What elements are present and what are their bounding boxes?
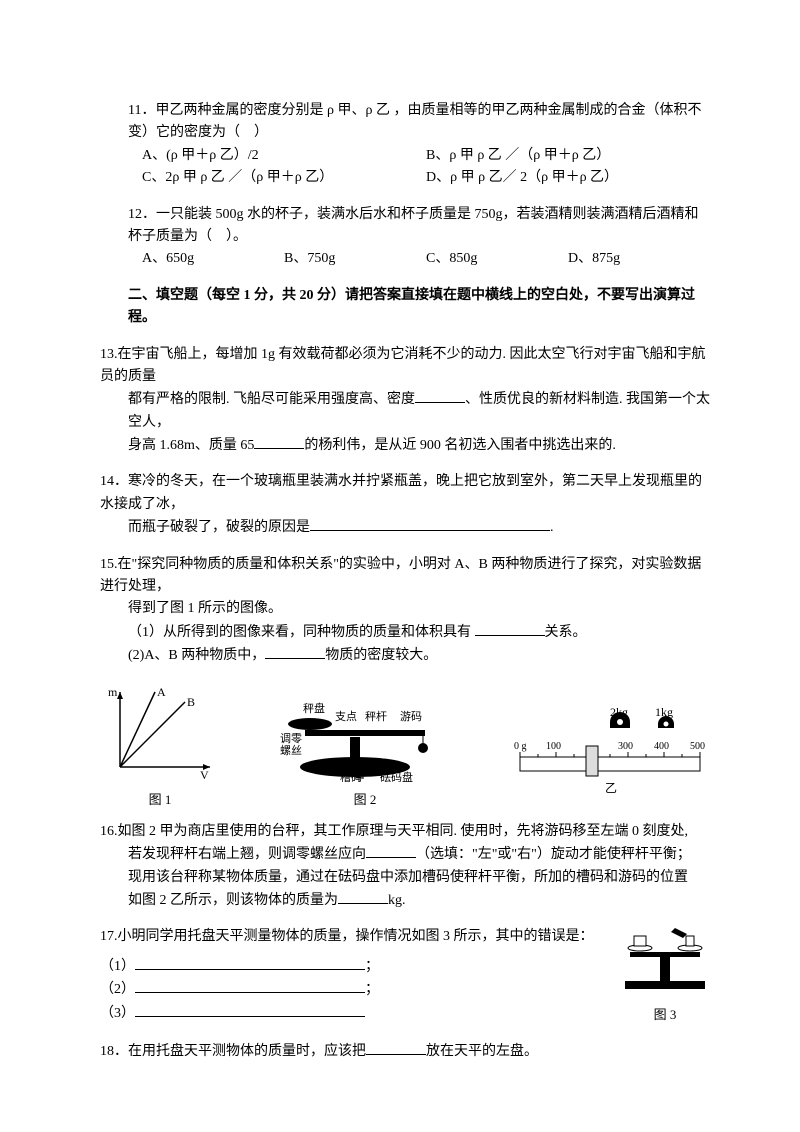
q17-i3: （3） bbox=[100, 1006, 135, 1021]
q11-opt-d: D、ρ 甲 ρ 乙／ 2（ρ 甲＋ρ 乙） bbox=[426, 167, 710, 189]
question-14: 14．寒冷的冬天，在一个玻璃瓶里装满水并拧紧瓶盖，晚上把它放到室外，第二天早上发… bbox=[100, 471, 710, 539]
q12-number: 12． bbox=[128, 207, 156, 222]
blank-q16-1 bbox=[366, 843, 416, 858]
figure-3: 图 3 bbox=[620, 926, 710, 1025]
q14-number: 14． bbox=[100, 474, 128, 489]
question-13: 13.在宇宙飞船上，每增加 1g 有效载荷都必须为它消耗不少的动力. 因此太空飞… bbox=[100, 344, 710, 458]
fig3-label: 图 3 bbox=[620, 1005, 710, 1026]
blank-q17-1 bbox=[135, 955, 365, 970]
blank-q15-2 bbox=[265, 644, 325, 659]
figures-row: A B m V 图 1 秤盘 bbox=[100, 682, 710, 811]
q18-b: 放在天平的左盘。 bbox=[426, 1044, 538, 1059]
q12-opt-b: B、750g bbox=[284, 248, 426, 270]
q11-opt-b: B、ρ 甲 ρ 乙 ／（ρ 甲＋ρ 乙） bbox=[426, 145, 710, 167]
q17-i2: （2） bbox=[100, 982, 135, 997]
q11-number: 11． bbox=[128, 103, 155, 118]
question-17: 图 3 17.小明同学用托盘天平测量物体的质量，操作情况如图 3 所示，其中的错… bbox=[100, 926, 710, 1025]
blank-q17-3 bbox=[135, 1002, 365, 1017]
question-15: 15.在"探究同种物质的质量和体积关系"的实验中，小明对 A、B 两种物质进行了… bbox=[100, 554, 710, 668]
blank-q15-1 bbox=[475, 621, 545, 636]
q13-l3a: 身高 1.68m、质量 65 bbox=[128, 438, 254, 453]
blank-q13-1 bbox=[415, 388, 465, 403]
q18-a: 在用托盘天平测物体的质量时，应该把 bbox=[128, 1044, 366, 1059]
q17-l0: 小明同学用托盘天平测量物体的质量，操作情况如图 3 所示，其中的错误是： bbox=[118, 929, 594, 944]
blank-q14 bbox=[310, 516, 550, 531]
blank-q13-2 bbox=[254, 434, 304, 449]
q16-l3a: 如图 2 乙所示，则该物体的质量为 bbox=[128, 893, 338, 908]
figure-2-yi: 2kg 1kg 0 bbox=[510, 702, 710, 810]
q15-l1: 得到了图 1 所示的图像。 bbox=[100, 598, 710, 620]
q16-l2: 现用该台秤称某物体质量，通过在砝码盘中添加槽码使秤杆平衡，所加的槽码和游码的位置 bbox=[100, 867, 710, 889]
question-18: 18．在用托盘天平测物体的质量时，应该把 放在天平的左盘。 bbox=[100, 1040, 710, 1063]
q15-number: 15. bbox=[100, 557, 118, 572]
fig1-yaxis: m bbox=[108, 685, 118, 699]
question-16: 16.如图 2 甲为商店里使用的台秤，其工作原理与天平相同. 使用时，先将游码移… bbox=[100, 821, 710, 913]
figure-2-jia: 秤盘 支点 秤杆 游码 调零 螺丝 槽码 砝码盘 甲 图 2 bbox=[265, 682, 465, 811]
svg-text:500: 500 bbox=[690, 741, 705, 752]
q15-p2a: (2)A、B 两种物质中， bbox=[128, 648, 265, 663]
q16-l0: 如图 2 甲为商店里使用的台秤，其工作原理与天平相同. 使用时，先将游码移至左端… bbox=[118, 824, 689, 839]
q11-opt-a: A、(ρ 甲＋ρ 乙）/2 bbox=[142, 145, 426, 167]
fig1-label: 图 1 bbox=[100, 790, 220, 811]
blank-q17-2 bbox=[135, 978, 365, 993]
svg-text:乙: 乙 bbox=[605, 781, 617, 795]
svg-text:秤盘: 秤盘 bbox=[303, 701, 325, 715]
q14-l2end: . bbox=[550, 520, 554, 535]
question-11: 11．甲乙两种金属的密度分别是 ρ 甲、ρ 乙 ，由质量相等的甲乙两种金属制成的… bbox=[100, 100, 710, 190]
q15-p2b: 物质的密度较大。 bbox=[325, 648, 437, 663]
q15-p1b: 关系。 bbox=[545, 625, 587, 640]
q12-opt-c: C、850g bbox=[426, 248, 568, 270]
section-2-title: 二、填空题（每空 1 分，共 20 分）请把答案直接填在题中横线上的空白处，不要… bbox=[100, 285, 710, 330]
fig1-line-b-label: B bbox=[187, 695, 195, 709]
q14-l2: 而瓶子破裂了，破裂的原因是 bbox=[128, 520, 310, 535]
fig3-svg bbox=[620, 926, 710, 996]
svg-text:300: 300 bbox=[618, 741, 633, 752]
q13-l2a: 都有严格的限制. 飞船尽可能采用强度高、密度 bbox=[128, 392, 415, 407]
fig2-jia-svg: 秤盘 支点 秤杆 游码 调零 螺丝 槽码 砝码盘 甲 bbox=[265, 682, 465, 782]
fig2-label: 图 2 bbox=[265, 790, 465, 811]
q16-l1a: 若发现秤杆右端上翘，则调零螺丝应向 bbox=[128, 847, 366, 862]
q13-number: 13. bbox=[100, 347, 118, 362]
q12-text: 一只能装 500g 水的杯子，装满水后水和杯子质量是 750g，若装酒精则装满酒… bbox=[128, 207, 699, 244]
q16-l3b: kg. bbox=[388, 893, 406, 908]
question-12: 12．一只能装 500g 水的杯子，装满水后水和杯子质量是 750g，若装酒精则… bbox=[100, 204, 710, 271]
svg-text:甲: 甲 bbox=[353, 770, 365, 782]
svg-text:螺丝: 螺丝 bbox=[280, 744, 302, 757]
svg-text:调零: 调零 bbox=[280, 732, 302, 745]
q18-number: 18． bbox=[100, 1044, 128, 1059]
q12-opt-d: D、875g bbox=[568, 248, 710, 270]
fig2-yi-svg: 2kg 1kg 0 bbox=[510, 702, 710, 802]
q16-number: 16. bbox=[100, 824, 118, 839]
q16-l1b: （选填："左"或"右"）旋动才能使秤杆平衡； bbox=[416, 847, 691, 862]
svg-text:400: 400 bbox=[654, 741, 669, 752]
q11-text: 甲乙两种金属的密度分别是 ρ 甲、ρ 乙 ，由质量相等的甲乙两种金属制成的合金（… bbox=[128, 103, 701, 140]
fig1-line-a-label: A bbox=[157, 685, 166, 699]
fig1-xaxis: V bbox=[200, 768, 209, 782]
fig1-svg: A B m V bbox=[100, 682, 220, 782]
q12-opt-a: A、650g bbox=[142, 248, 284, 270]
q15-l0: 在"探究同种物质的质量和体积关系"的实验中，小明对 A、B 两种物质进行了探究，… bbox=[100, 557, 701, 594]
svg-text:砝码盘: 砝码盘 bbox=[380, 770, 413, 782]
q11-opt-c: C、2ρ 甲 ρ 乙 ／（ρ 甲＋ρ 乙） bbox=[142, 167, 426, 189]
svg-text:游码: 游码 bbox=[400, 710, 422, 723]
svg-text:支点: 支点 bbox=[335, 710, 357, 723]
svg-text:秤杆: 秤杆 bbox=[365, 709, 387, 723]
q13-l1: 在宇宙飞船上，每增加 1g 有效载荷都必须为它消耗不少的动力. 因此太空飞行对宇… bbox=[100, 347, 706, 384]
figure-1: A B m V 图 1 bbox=[100, 682, 220, 811]
q17-i1: （1） bbox=[100, 959, 135, 974]
q17-number: 17. bbox=[100, 929, 118, 944]
q15-p1a: （1）从所得到的图像来看，同种物质的质量和体积具有 bbox=[128, 625, 475, 640]
q13-l3b: 的杨利伟，是从近 900 名初选入围者中挑选出来的. bbox=[304, 438, 616, 453]
q14-l1: 寒冷的冬天，在一个玻璃瓶里装满水并拧紧瓶盖，晚上把它放到室外，第二天早上发现瓶里… bbox=[100, 474, 702, 511]
blank-q16-2 bbox=[338, 889, 388, 904]
svg-text:0 g: 0 g bbox=[514, 741, 527, 752]
blank-q18 bbox=[366, 1040, 426, 1055]
svg-text:100: 100 bbox=[546, 741, 561, 752]
